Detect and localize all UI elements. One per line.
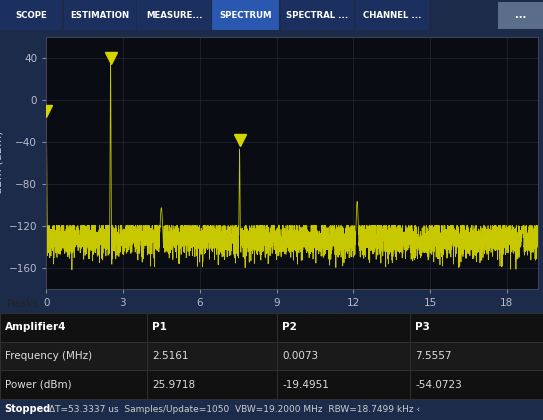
X-axis label: Frequency (MHz): Frequency (MHz) — [242, 313, 342, 326]
Text: -54.0723: -54.0723 — [415, 380, 462, 390]
Text: MEASURE...: MEASURE... — [146, 10, 203, 20]
Text: Peaks: Peaks — [7, 299, 39, 309]
Text: Frequency (MHz): Frequency (MHz) — [5, 351, 92, 361]
Bar — [147, 313, 277, 341]
Y-axis label: dBm (dBm): dBm (dBm) — [0, 131, 3, 194]
Bar — [281, 0, 354, 30]
Text: P3: P3 — [415, 322, 430, 332]
Bar — [356, 0, 429, 30]
Bar — [277, 313, 410, 341]
Bar — [147, 370, 277, 399]
Text: 7.5557: 7.5557 — [415, 351, 452, 361]
Text: ESTIMATION: ESTIMATION — [71, 10, 129, 20]
Text: SPECTRUM: SPECTRUM — [219, 10, 272, 20]
Text: ΔT=53.3337 us  Samples/Update=1050  VBW=19.2000 MHz  RBW=18.7499 kHz ‹: ΔT=53.3337 us Samples/Update=1050 VBW=19… — [49, 405, 420, 414]
Text: ...: ... — [515, 10, 526, 20]
Bar — [277, 341, 410, 370]
Bar — [410, 341, 543, 370]
Bar — [410, 370, 543, 399]
Bar — [410, 313, 543, 341]
Bar — [0, 370, 147, 399]
Bar — [137, 0, 211, 30]
Text: 2.5161: 2.5161 — [152, 351, 188, 361]
Text: Amplifier4: Amplifier4 — [5, 322, 67, 332]
Bar — [498, 2, 543, 29]
Text: SPECTRAL ...: SPECTRAL ... — [286, 10, 349, 20]
Text: P1: P1 — [152, 322, 167, 332]
Bar — [147, 341, 277, 370]
Bar — [0, 341, 147, 370]
Bar — [212, 0, 279, 30]
Text: Power (dBm): Power (dBm) — [5, 380, 72, 390]
Text: 25.9718: 25.9718 — [152, 380, 195, 390]
Bar — [0, 0, 62, 30]
Bar — [0, 313, 147, 341]
Text: 0.0073: 0.0073 — [282, 351, 319, 361]
Bar — [64, 0, 136, 30]
Bar — [277, 370, 410, 399]
Text: Stopped: Stopped — [4, 404, 50, 415]
Text: -19.4951: -19.4951 — [282, 380, 329, 390]
Text: P2: P2 — [282, 322, 297, 332]
Text: CHANNEL ...: CHANNEL ... — [363, 10, 421, 20]
Text: SCOPE: SCOPE — [15, 10, 47, 20]
